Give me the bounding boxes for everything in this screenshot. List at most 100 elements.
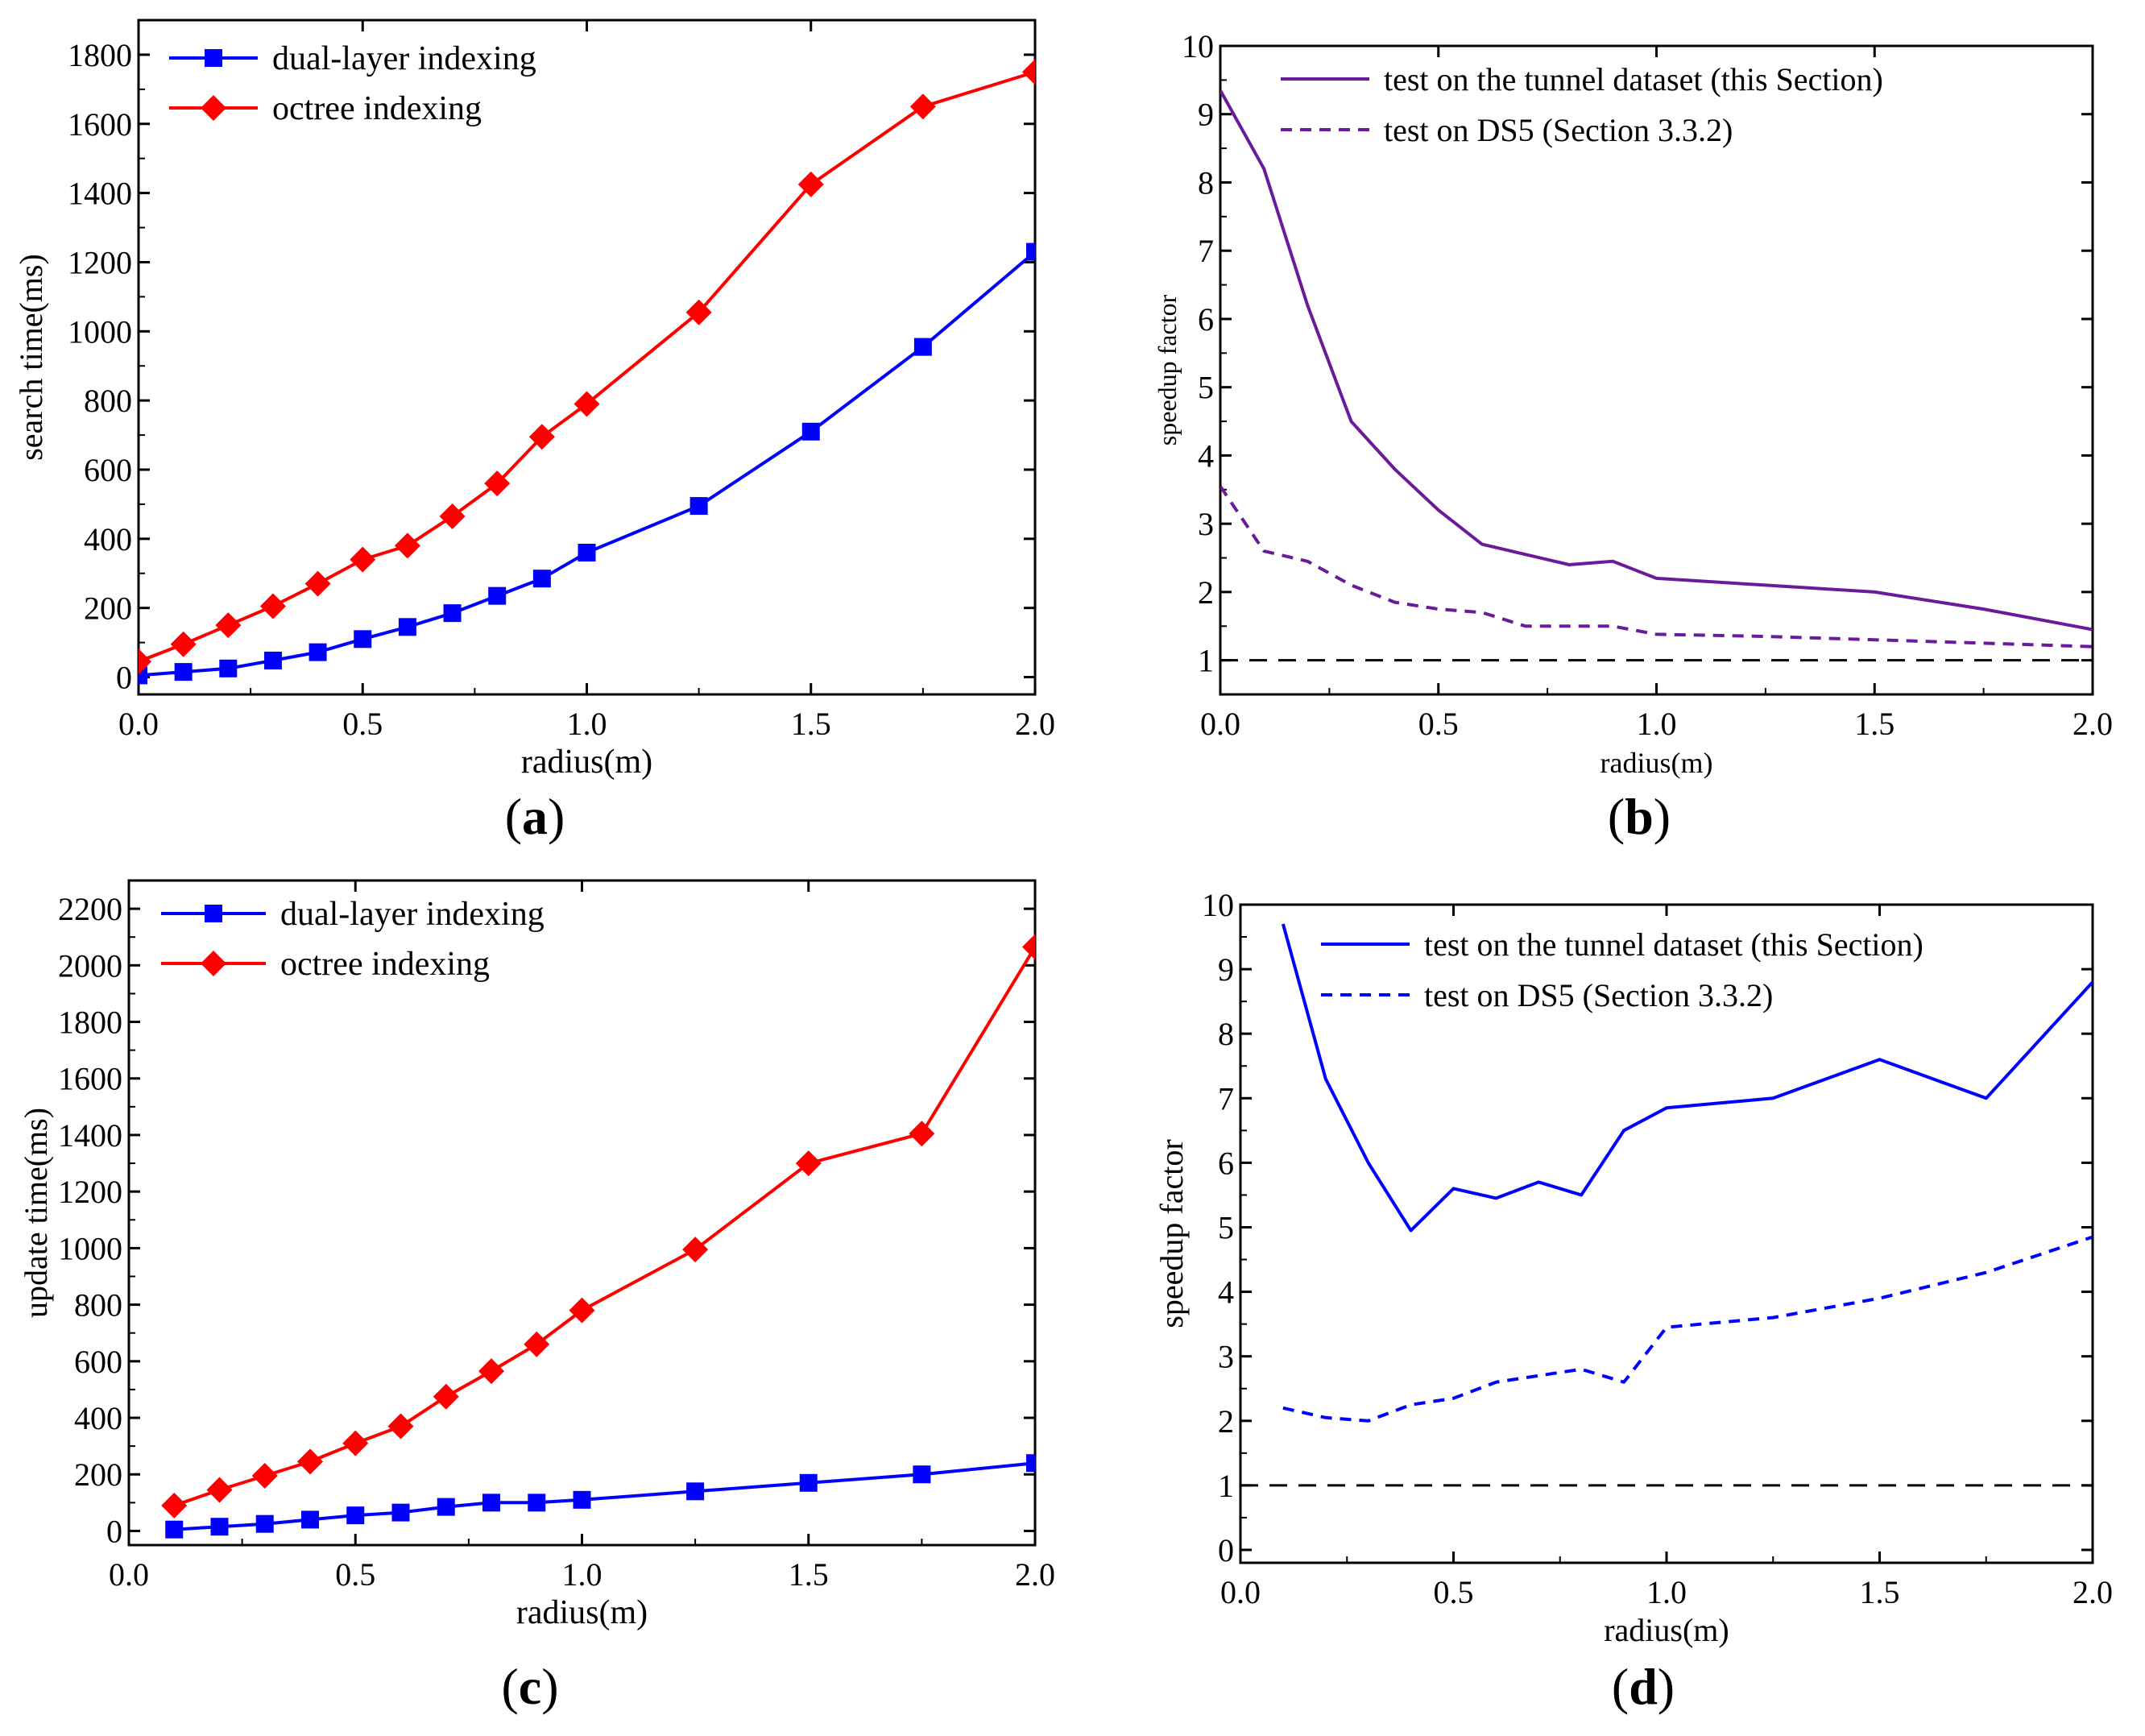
y-tick-label: 2 (1198, 574, 1214, 611)
caption-letter: a (522, 788, 548, 845)
caption-close-paren: ) (1654, 788, 1671, 845)
data-point (139, 648, 151, 675)
data-point (219, 659, 238, 677)
data-point (478, 1358, 504, 1385)
x-tick-label: 1.5 (1860, 1574, 1900, 1610)
data-point (215, 612, 242, 639)
legend-label-1: dual-layer indexing (272, 40, 536, 77)
data-point (251, 1462, 278, 1489)
y-axis-label: update time(ms) (18, 1108, 54, 1318)
y-tick-label: 1 (1218, 1468, 1234, 1504)
data-point (433, 1383, 459, 1410)
panel-caption: (c) (501, 1658, 558, 1715)
data-point (569, 1297, 595, 1324)
x-tick-label: 1.5 (789, 1556, 829, 1593)
data-point (682, 1237, 709, 1263)
data-point (263, 651, 282, 669)
y-tick-label: 2200 (58, 891, 122, 927)
x-tick-label: 1.5 (791, 706, 831, 742)
data-point (524, 1331, 550, 1357)
legend-label-2: test on DS5 (Section 3.3.2) (1424, 977, 1773, 1013)
data-point (797, 171, 824, 197)
x-tick-label: 2.0 (2073, 1574, 2113, 1610)
y-tick-label: 0 (116, 660, 132, 696)
y-axis-label: speedup factor (1153, 294, 1182, 445)
data-point (799, 1473, 818, 1492)
legend-label-2: octree indexing (272, 90, 482, 127)
data-point (913, 1465, 931, 1484)
chart-panel-d: 0 1 2 3 4 5 6 7 8 9 10 0.0 0.5 1.0 1.5 2.0 radius(m) spee… (1153, 887, 2113, 1715)
x-tick-label: 0.5 (342, 706, 383, 742)
y-tick-label: 2 (1218, 1403, 1234, 1440)
legend-label-2: test on DS5 (Section 3.3.2) (1384, 112, 1733, 148)
legend-label-1: test on the tunnel dataset (this Section… (1384, 61, 1883, 97)
data-point (354, 630, 372, 648)
data-point (255, 1514, 274, 1533)
data-point (685, 299, 712, 325)
data-point (573, 1490, 591, 1509)
caption-close-paren: ) (1658, 1658, 1675, 1715)
chart-panel-c: 0 200 400 600 800 1000 1200 1400 1600 1800 2000 220… (18, 879, 1055, 1715)
y-axis-label: speedup factor (1153, 1139, 1190, 1328)
caption-close-paren: ) (548, 788, 565, 845)
legend-marker (201, 95, 226, 121)
y-tick-label: 600 (74, 1344, 122, 1380)
y-tick-label: 8 (1198, 164, 1214, 201)
data-point (170, 631, 197, 657)
legend-label-2: octree indexing (280, 946, 490, 983)
y-tick-label: 1 (1198, 643, 1214, 679)
y-tick-label: 7 (1218, 1080, 1234, 1117)
data-point (1026, 1454, 1035, 1473)
y-tick-label: 9 (1218, 951, 1234, 988)
y-tick-label: 1600 (68, 106, 132, 143)
data-point (686, 1482, 705, 1501)
data-point (161, 1492, 188, 1518)
x-tick-label: 2.0 (1015, 1556, 1055, 1593)
data-point (484, 470, 511, 497)
y-tick-label: 1000 (58, 1230, 122, 1266)
data-point (165, 1520, 184, 1539)
data-point (391, 1503, 410, 1522)
data-point (909, 1121, 935, 1147)
caption-open-paren: ( (505, 788, 522, 845)
x-tick-label: 2.0 (1015, 706, 1055, 742)
x-tick-label: 2.0 (2073, 706, 2113, 742)
data-point (578, 544, 596, 562)
chart-panel-a: 0 200 400 600 800 1000 1200 1400 1600 1800 0.0 0.5 1… (13, 19, 1055, 845)
y-tick-label: 7 (1198, 233, 1214, 269)
data-point (1026, 242, 1035, 261)
x-tick-label: 0.0 (109, 1556, 149, 1593)
caption-open-paren: ( (1608, 788, 1625, 845)
y-tick-label: 400 (74, 1400, 122, 1436)
data-point (206, 1477, 233, 1503)
data-point (801, 422, 820, 441)
y-tick-label: 0 (106, 1513, 122, 1549)
x-tick-label: 0.5 (335, 1556, 375, 1593)
caption-letter: b (1625, 788, 1654, 845)
y-tick-label: 4 (1198, 437, 1214, 474)
legend-label-1: dual-layer indexing (280, 896, 545, 933)
data-point (574, 391, 600, 417)
data-point (210, 1518, 229, 1536)
data-point (913, 338, 932, 356)
data-point (532, 570, 551, 588)
y-tick-label: 5 (1218, 1209, 1234, 1245)
legend-marker (205, 49, 222, 67)
y-tick-label: 10 (1182, 28, 1214, 64)
y-tick-label: 1200 (68, 244, 132, 280)
x-axis-label: radius(m) (516, 1594, 648, 1631)
x-tick-label: 1.0 (1646, 1574, 1687, 1610)
data-point (139, 666, 147, 685)
data-point (308, 643, 327, 661)
legend-marker (201, 951, 226, 976)
chart-panel-b: 1 2 3 4 5 6 7 8 9 10 0.0 0.5 1.0 1.5 2.0 radius(m) speed… (1153, 28, 2113, 845)
y-tick-label: 800 (84, 383, 132, 419)
x-tick-label: 0.0 (118, 706, 159, 742)
x-axis-label: radius(m) (1600, 747, 1713, 779)
y-axis-label: search time(ms) (13, 254, 49, 461)
series-line-1 (1220, 89, 2093, 632)
data-point (909, 93, 936, 120)
y-tick-label: 3 (1218, 1339, 1234, 1375)
